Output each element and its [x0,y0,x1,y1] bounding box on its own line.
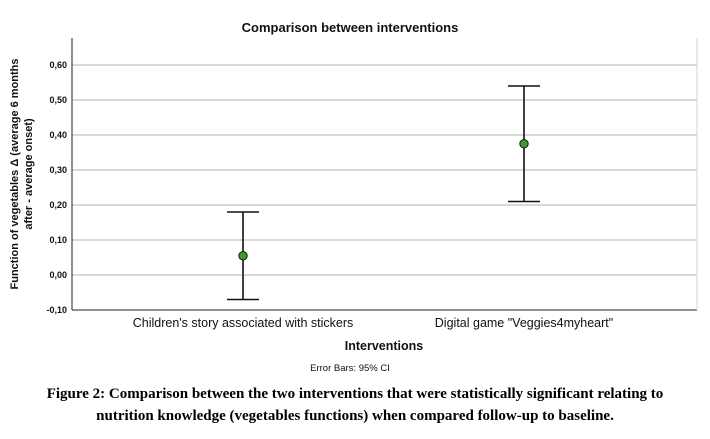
mean-point [238,251,248,261]
chart-title: Comparison between interventions [242,20,459,35]
caption-line-1: Figure 2: Comparison between the two int… [46,386,664,402]
chart-area: Comparison between interventions -0,10 0,… [9,20,698,374]
y-axis-title-line-2: after - average onset) [23,118,35,230]
mean-point [519,139,529,149]
caption-line-2: nutrition knowledge (vegetables function… [96,408,614,424]
y-tick-label: 0,10 [49,235,67,245]
error-bar-group [508,85,540,203]
x-category-labels: Children's story associated with sticker… [133,316,613,330]
y-tick-label: 0,20 [49,200,67,210]
error-bars-footnote: Error Bars: 95% CI [310,363,390,374]
x-axis-title: Interventions [345,339,424,353]
y-tick-label: 0,40 [49,130,67,140]
y-axis-title-line-1: Function of vegetables Δ (average 6 mont… [9,58,21,289]
y-tick-labels: -0,10 0,00 0,10 0,20 0,30 0,40 0,50 0,60 [46,60,67,315]
grid-lines [72,64,697,276]
y-tick-label: 0,00 [49,270,67,280]
figure-caption: Figure 2: Comparison between the two int… [0,383,710,427]
y-tick-label: 0,60 [49,60,67,70]
y-tick-label: -0,10 [46,305,67,315]
axes [71,38,698,311]
x-category-label: Digital game "Veggies4myheart" [435,316,613,330]
y-axis-title: Function of vegetables Δ (average 6 mont… [9,58,35,289]
chart-svg: Comparison between interventions -0,10 0,… [9,20,698,374]
error-bar-group [227,211,259,301]
y-tick-label: 0,30 [49,165,67,175]
series-markers [227,85,540,301]
y-tick-label: 0,50 [49,95,67,105]
x-category-label: Children's story associated with sticker… [133,316,354,330]
